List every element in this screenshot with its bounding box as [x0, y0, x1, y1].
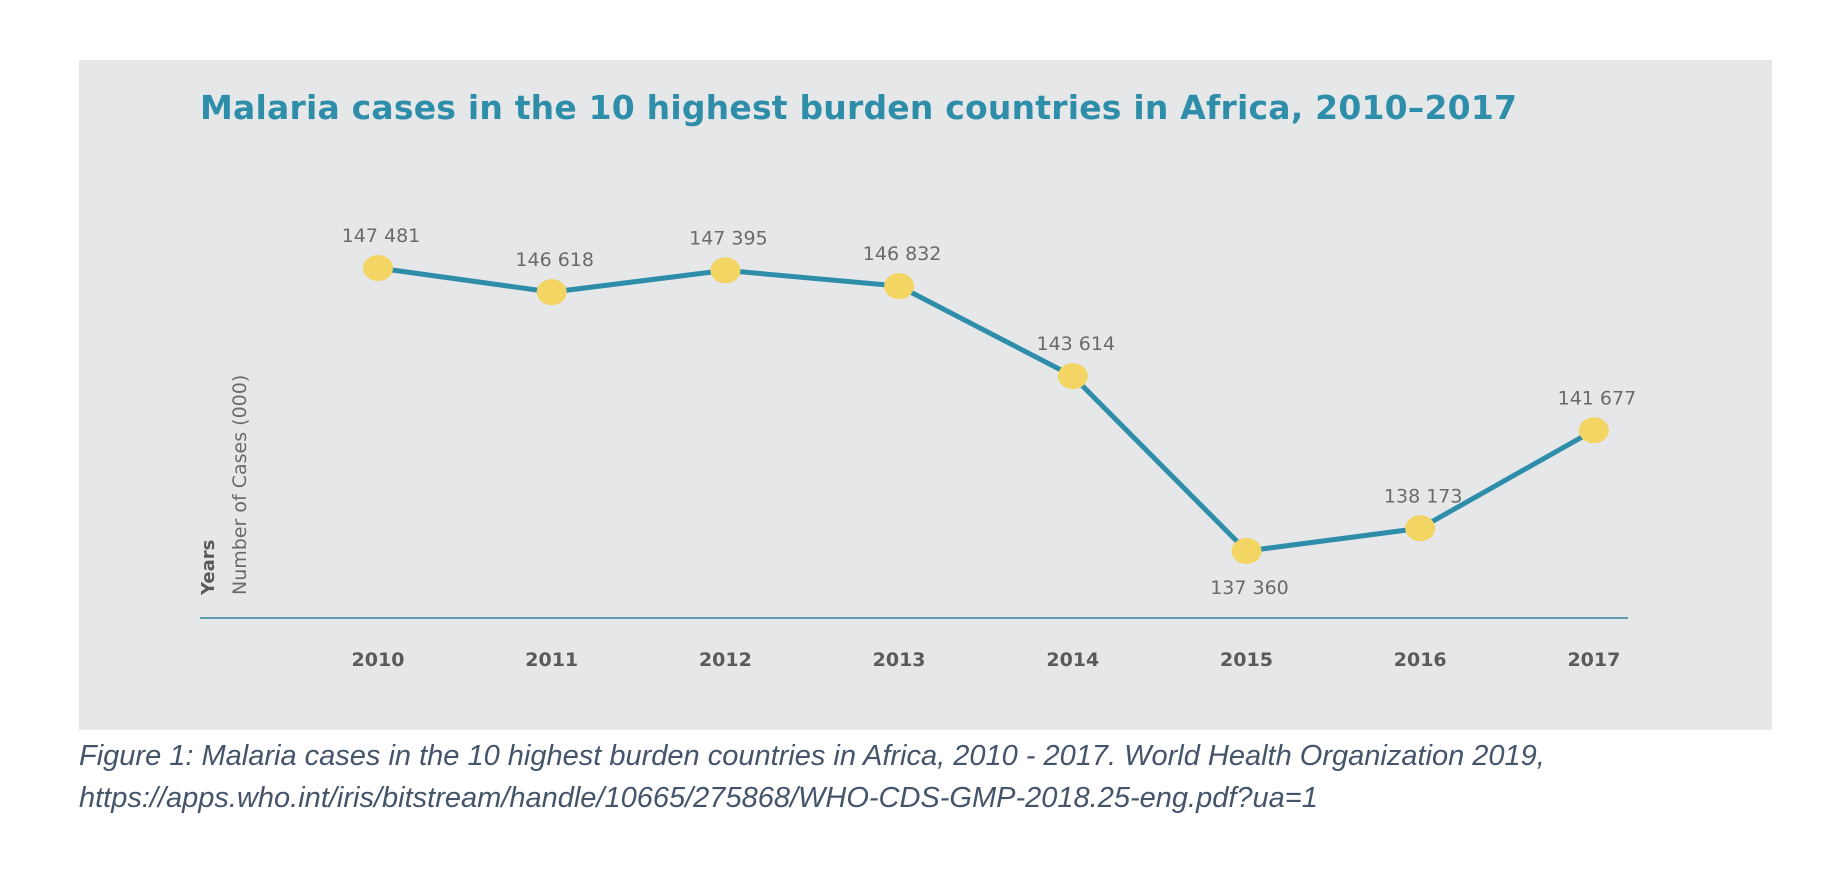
chart-title: Malaria cases in the 10 highest burden c…: [200, 88, 1518, 127]
data-point-2011: [536, 279, 567, 306]
data-point-2014: [1057, 363, 1088, 390]
data-point-2017: [1578, 417, 1609, 444]
data-label-2014: 143 614: [1037, 333, 1116, 355]
x-tick-label-2014: 2014: [1046, 649, 1099, 671]
x-tick-label-2010: 2010: [352, 649, 405, 671]
y-axis-title: Number of Cases (000): [229, 375, 251, 595]
data-point-2016: [1405, 515, 1436, 542]
figure-caption: Figure 1: Malaria cases in the 10 highes…: [79, 735, 1819, 819]
data-label-2015: 137 360: [1210, 577, 1289, 599]
x-tick-label-2011: 2011: [525, 649, 578, 671]
x-tick-labels: 2010 2011 2012 2013 2014 2015 2016 2017: [352, 649, 1621, 671]
x-tick-label-2016: 2016: [1394, 649, 1447, 671]
x-tick-label-2013: 2013: [873, 649, 926, 671]
data-point-2012: [710, 257, 741, 284]
data-label-2016: 138 173: [1384, 485, 1463, 507]
data-point-2010: [363, 255, 393, 281]
caption-line-1: Figure 1: Malaria cases in the 10 highes…: [79, 740, 1545, 772]
data-point-2013: [884, 273, 915, 300]
data-labels: 147 481 146 618 147 395 146 832 143 614 137 3…: [342, 225, 1636, 599]
caption-line-2: https://apps.who.int/iris/bitstream/hand…: [79, 782, 1318, 814]
series-line: [377, 265, 1596, 554]
x-axis-title: Years: [198, 540, 219, 596]
data-label-2012: 147 395: [689, 227, 768, 249]
data-label-2017: 141 677: [1558, 387, 1637, 409]
data-label-2010: 147 481: [342, 225, 421, 247]
x-tick-label-2017: 2017: [1567, 649, 1620, 671]
x-tick-label-2015: 2015: [1220, 649, 1273, 671]
data-point-2015: [1231, 538, 1262, 564]
data-points: [363, 255, 1609, 564]
data-label-2013: 146 832: [863, 243, 942, 265]
x-tick-label-2012: 2012: [699, 649, 752, 671]
data-label-2011: 146 618: [515, 249, 594, 271]
